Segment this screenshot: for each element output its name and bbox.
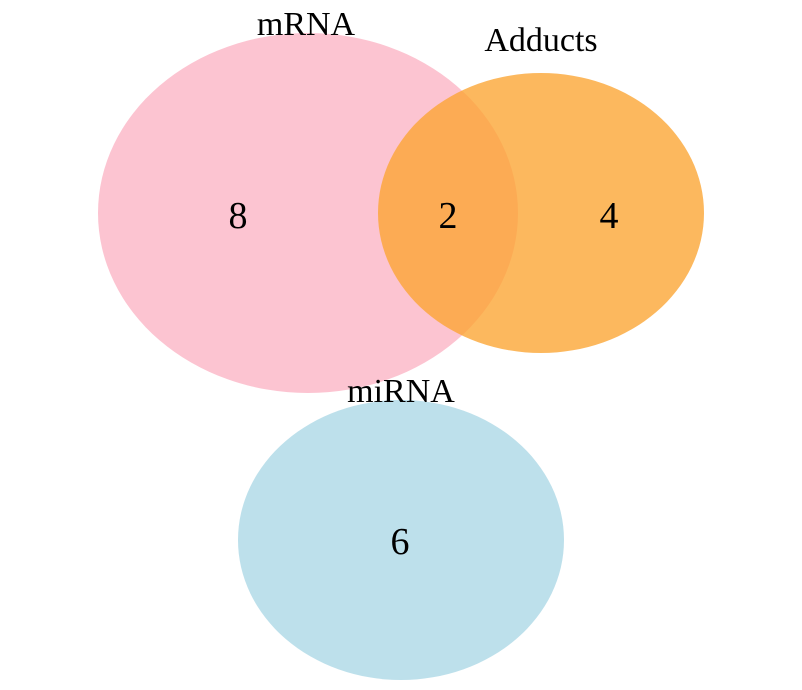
mrna-set-label: mRNA xyxy=(257,6,356,43)
mrna-set-circle xyxy=(98,33,518,393)
adducts-set-label: Adducts xyxy=(484,22,597,59)
mirna-only-count: 6 xyxy=(391,521,410,563)
mrna-only-count: 8 xyxy=(229,195,248,237)
mirna-set-label: miRNA xyxy=(347,373,455,410)
mrna-adducts-overlap-count: 2 xyxy=(439,195,458,237)
adducts-set-circle xyxy=(378,73,704,353)
adducts-only-count: 4 xyxy=(600,195,619,237)
mirna-set-circle xyxy=(238,400,564,680)
